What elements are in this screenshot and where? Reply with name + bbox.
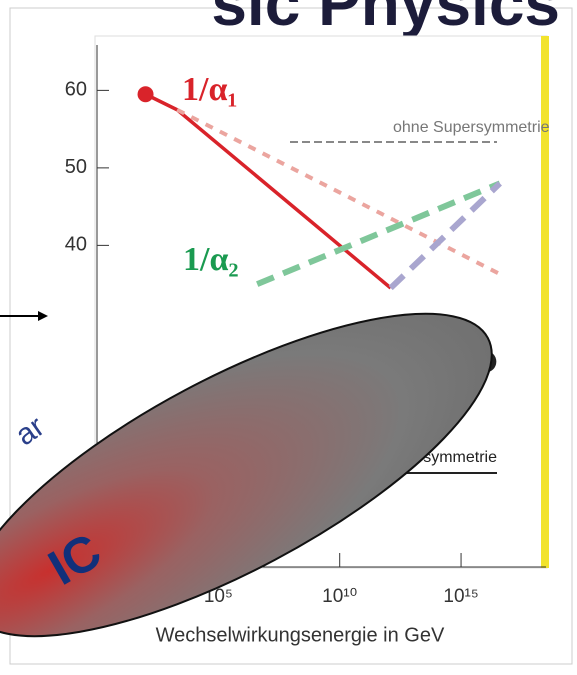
arrow-head <box>38 311 48 321</box>
x-tick-label: 10¹⁵ <box>443 586 478 607</box>
x-tick-label: 10¹⁰ <box>322 586 357 607</box>
series-line <box>256 180 502 287</box>
y-tick-label: 60 <box>65 79 87 101</box>
highlight-ellipse <box>0 312 493 638</box>
x-axis-label: Wechselwirkungsenergie in GeV <box>156 624 445 646</box>
slide-title: sic Physics <box>211 0 560 39</box>
series-line <box>388 181 502 291</box>
y-tick-label: 40 <box>65 234 87 256</box>
annotation: ohne Supersymmetrie <box>393 119 550 136</box>
overlay: ar IC <box>0 311 493 638</box>
point <box>137 86 154 103</box>
series-line <box>176 107 501 276</box>
y-tick-label: 50 <box>65 156 87 178</box>
ellipse-group <box>0 312 493 638</box>
annotation: 1/α₂ <box>183 241 239 278</box>
annotation: 1/α₁ <box>182 71 238 108</box>
panel-edge <box>541 36 549 568</box>
